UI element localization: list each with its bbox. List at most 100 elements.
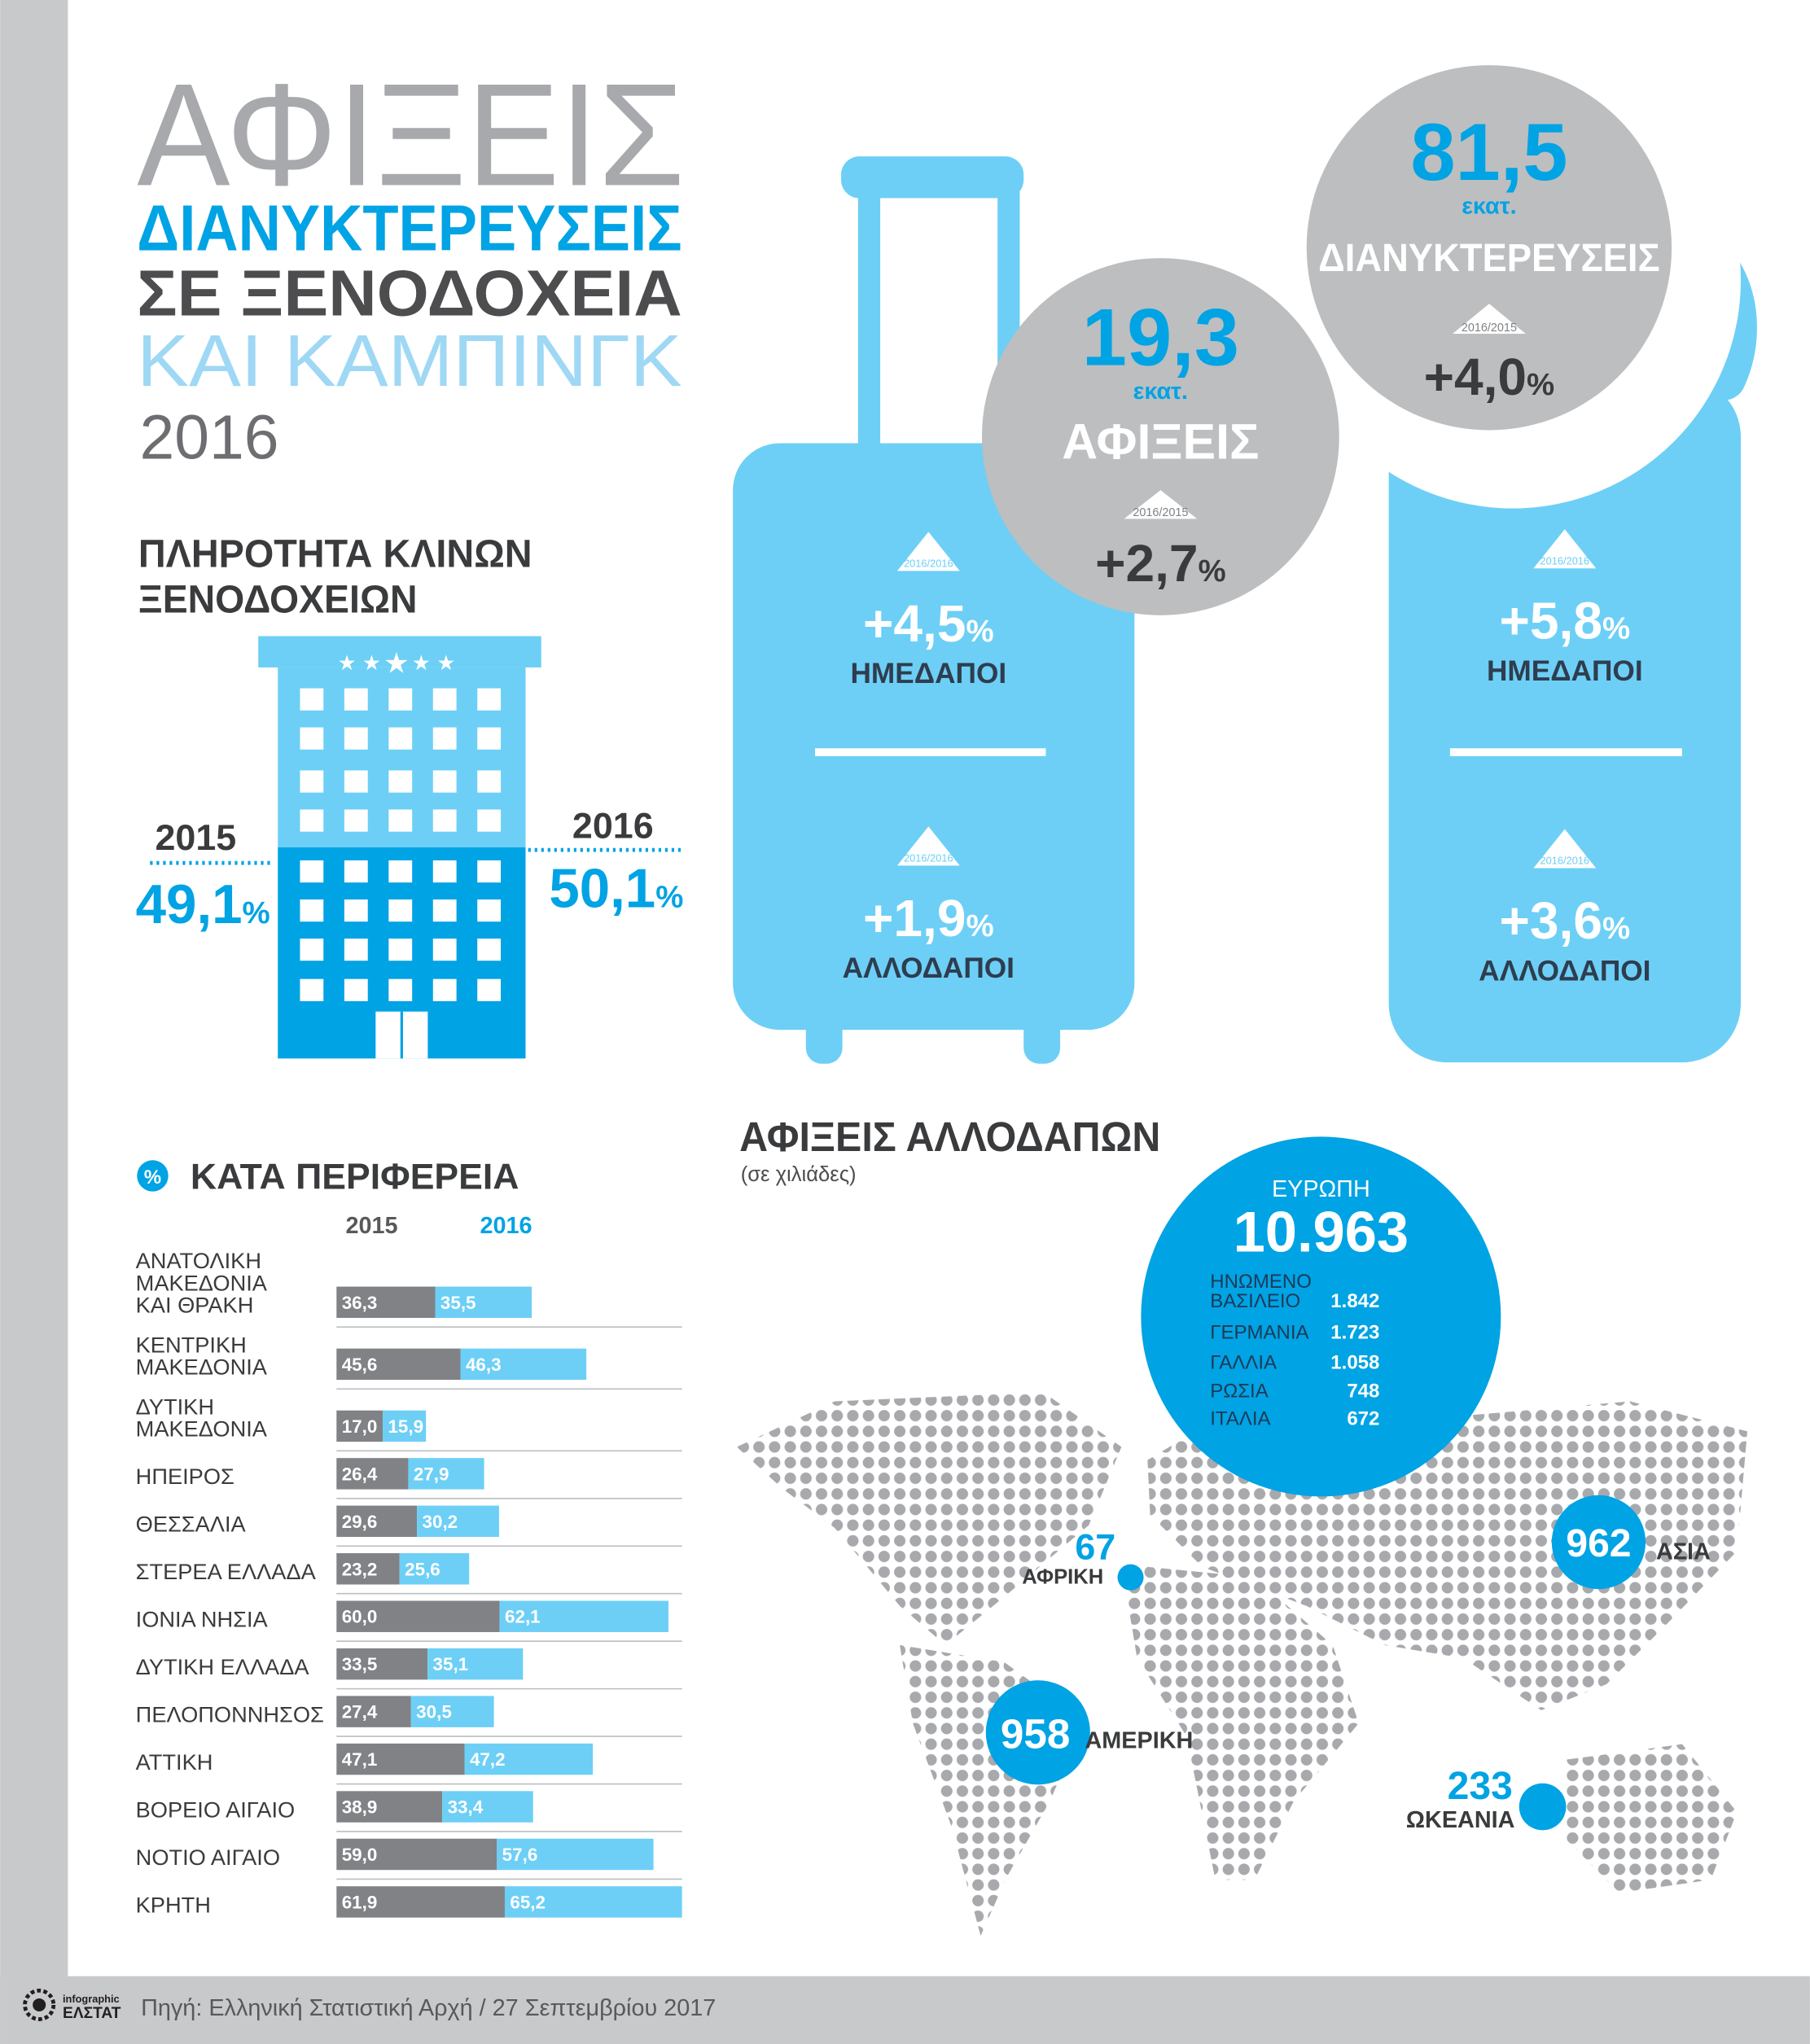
region-name: ΩΚΕΑΝΙΑ bbox=[1406, 1807, 1515, 1833]
window bbox=[432, 939, 457, 961]
group-label: ΗΜΕΔΑΠΟΙ bbox=[1487, 655, 1643, 687]
window bbox=[344, 899, 368, 922]
bar bbox=[427, 1648, 524, 1680]
svg-text:★: ★ bbox=[436, 652, 455, 675]
window bbox=[477, 978, 502, 1001]
region-name: ΑΜΕΡΙΚΗ bbox=[1085, 1727, 1193, 1753]
bar bbox=[417, 1505, 499, 1538]
region-bubble bbox=[1551, 1495, 1646, 1590]
value-label: 38,9 bbox=[342, 1797, 378, 1818]
value-label: 35,1 bbox=[433, 1654, 469, 1674]
chart-title: ΚΑΤΑ ΠΕΡΙΦΕΡΕΙΑ bbox=[191, 1155, 519, 1197]
value-label: 35,5 bbox=[440, 1293, 476, 1313]
svg-text:★: ★ bbox=[412, 652, 431, 675]
footer-band bbox=[0, 1976, 1810, 2044]
up-arrow bbox=[1453, 304, 1526, 334]
window bbox=[432, 727, 457, 750]
svg-text:★: ★ bbox=[383, 647, 410, 679]
svg-text:★: ★ bbox=[362, 652, 381, 675]
change-unit: % bbox=[1602, 911, 1630, 946]
country-value: 1.842 bbox=[1330, 1290, 1379, 1312]
country-value: 748 bbox=[1347, 1381, 1379, 1403]
period: 2016/2016 bbox=[904, 852, 953, 864]
bar bbox=[336, 1886, 505, 1918]
window bbox=[388, 770, 413, 793]
source: Πηγή: Ελληνική Στατιστική Αρχή / 27 Σεπτ… bbox=[141, 1995, 716, 2021]
value-label: 29,6 bbox=[342, 1512, 378, 1532]
legend-label: 2016 bbox=[480, 1213, 532, 1239]
window bbox=[388, 809, 413, 832]
stat-unit: εκατ. bbox=[1133, 379, 1188, 405]
bar bbox=[336, 1696, 411, 1727]
window bbox=[300, 770, 324, 793]
value-label: 62,1 bbox=[505, 1607, 541, 1627]
window bbox=[344, 939, 368, 961]
value-label: 17,0 bbox=[342, 1416, 378, 1437]
change-value: +3,6 bbox=[1500, 891, 1602, 950]
region-value: 958 bbox=[1001, 1710, 1070, 1757]
value-label: 26,4 bbox=[342, 1464, 378, 1484]
change: +3,6% bbox=[1500, 891, 1631, 950]
window bbox=[344, 809, 368, 832]
occupancy-value: 50,1% bbox=[549, 859, 683, 920]
category-label: ΠΕΛΟΠΟΝΝΗΣΟΣ bbox=[136, 1701, 324, 1727]
logo bbox=[23, 1988, 56, 2021]
region-value: 233 bbox=[1448, 1765, 1513, 1808]
window bbox=[344, 727, 368, 750]
group-label: ΑΛΛΟΔΑΠΟΙ bbox=[1479, 955, 1650, 987]
period: 2016/2016 bbox=[1540, 855, 1590, 867]
category-label: ΘΕΣΣΑΛΙΑ bbox=[136, 1512, 247, 1537]
value-label: 33,4 bbox=[448, 1797, 484, 1818]
bar bbox=[410, 1696, 494, 1727]
value-label: 60,0 bbox=[342, 1607, 378, 1627]
value-label: 59,0 bbox=[342, 1845, 378, 1865]
bar bbox=[336, 1505, 418, 1538]
change: +1,9% bbox=[863, 889, 994, 948]
bar bbox=[336, 1791, 443, 1823]
up-arrow bbox=[1533, 829, 1597, 869]
svg-text:★: ★ bbox=[338, 652, 357, 675]
country-value: 1.058 bbox=[1330, 1351, 1379, 1373]
window bbox=[344, 770, 368, 793]
window bbox=[477, 688, 502, 711]
bar bbox=[435, 1286, 532, 1319]
bar bbox=[336, 1648, 428, 1680]
window bbox=[300, 899, 324, 922]
window bbox=[344, 978, 368, 1001]
period: 2016/2015 bbox=[1462, 322, 1517, 335]
group-label: ΗΜΕΔΑΠΟΙ bbox=[851, 658, 1007, 689]
window bbox=[432, 978, 457, 1001]
category-label: ΗΠΕΙΡΟΣ bbox=[136, 1464, 234, 1489]
legend-label: 2015 bbox=[345, 1213, 397, 1239]
value-label: 30,5 bbox=[416, 1702, 452, 1722]
country-name: ΗΝΩΜΕΝΟ ΒΑΣΙΛΕΙΟ bbox=[1210, 1271, 1317, 1312]
window bbox=[300, 688, 324, 711]
section-subtitle: (σε χιλιάδες) bbox=[741, 1163, 857, 1186]
country-value: 1.723 bbox=[1330, 1322, 1379, 1344]
stat-unit: εκατ. bbox=[1462, 194, 1516, 220]
value-label: 47,2 bbox=[470, 1749, 506, 1770]
country-name: ΙΤΑΛΙΑ bbox=[1210, 1407, 1270, 1429]
window bbox=[300, 860, 324, 883]
category-label: ΚΕΝΤΡΙΚΗ ΜΑΚΕΔΟΝΙΑ bbox=[136, 1332, 268, 1379]
value-label: 57,6 bbox=[502, 1845, 538, 1865]
change-unit: % bbox=[1602, 611, 1630, 646]
window bbox=[388, 860, 413, 883]
stat-circle bbox=[981, 258, 1339, 615]
bar bbox=[336, 1600, 500, 1632]
change-unit: % bbox=[966, 614, 993, 649]
country-name: ΓΕΡΜΑΝΙΑ bbox=[1210, 1322, 1308, 1344]
window bbox=[477, 939, 502, 961]
window bbox=[477, 809, 502, 832]
change-value: +1,9 bbox=[863, 889, 966, 948]
region-bubble bbox=[1117, 1564, 1144, 1591]
up-arrow bbox=[896, 532, 960, 571]
window bbox=[300, 727, 324, 750]
region-value: 962 bbox=[1566, 1522, 1631, 1565]
value-label: 61,9 bbox=[342, 1892, 378, 1912]
category-label: ΔΥΤΙΚΗ ΜΑΚΕΔΟΝΙΑ bbox=[136, 1394, 268, 1442]
region-name: ΑΣΙΑ bbox=[1656, 1538, 1711, 1565]
window bbox=[300, 809, 324, 832]
logo-text: infographic bbox=[63, 1993, 120, 2005]
window bbox=[477, 860, 502, 883]
